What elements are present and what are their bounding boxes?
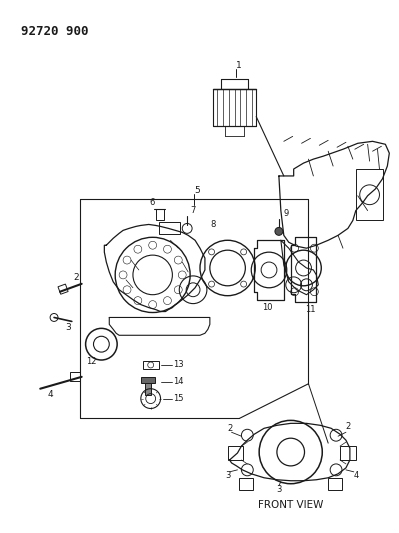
Text: 12: 12 bbox=[86, 357, 97, 366]
Bar bbox=[328, 478, 342, 490]
Text: 10: 10 bbox=[262, 303, 272, 312]
Text: FRONT VIEW: FRONT VIEW bbox=[258, 499, 324, 510]
Text: 9: 9 bbox=[283, 209, 288, 218]
Text: 92720 900: 92720 900 bbox=[20, 25, 88, 37]
Text: 4: 4 bbox=[353, 471, 358, 480]
Text: 5: 5 bbox=[194, 187, 200, 195]
Text: 2: 2 bbox=[73, 273, 79, 282]
Text: 3: 3 bbox=[65, 323, 71, 332]
Text: 13: 13 bbox=[173, 360, 184, 369]
Bar bbox=[70, 372, 80, 381]
Bar bbox=[58, 284, 68, 294]
Text: 3: 3 bbox=[276, 485, 282, 494]
Bar bbox=[239, 478, 253, 490]
Bar bbox=[158, 222, 180, 235]
Text: 14: 14 bbox=[173, 377, 184, 386]
Bar bbox=[141, 377, 155, 383]
Bar bbox=[156, 208, 164, 221]
Text: 8: 8 bbox=[210, 220, 215, 229]
Text: 15: 15 bbox=[173, 394, 184, 403]
Text: 4: 4 bbox=[47, 390, 53, 399]
Text: 1: 1 bbox=[235, 61, 241, 70]
Text: 2: 2 bbox=[227, 424, 232, 433]
Text: 2: 2 bbox=[345, 422, 351, 431]
Text: 6: 6 bbox=[149, 198, 154, 207]
Bar bbox=[143, 361, 158, 369]
Bar bbox=[340, 446, 356, 460]
Text: 3: 3 bbox=[225, 471, 230, 480]
Circle shape bbox=[275, 228, 283, 236]
Bar bbox=[227, 446, 243, 460]
Bar bbox=[213, 89, 256, 126]
Bar bbox=[145, 383, 151, 394]
Text: 7: 7 bbox=[190, 206, 196, 215]
Bar bbox=[356, 169, 383, 221]
Text: 11: 11 bbox=[305, 305, 316, 314]
